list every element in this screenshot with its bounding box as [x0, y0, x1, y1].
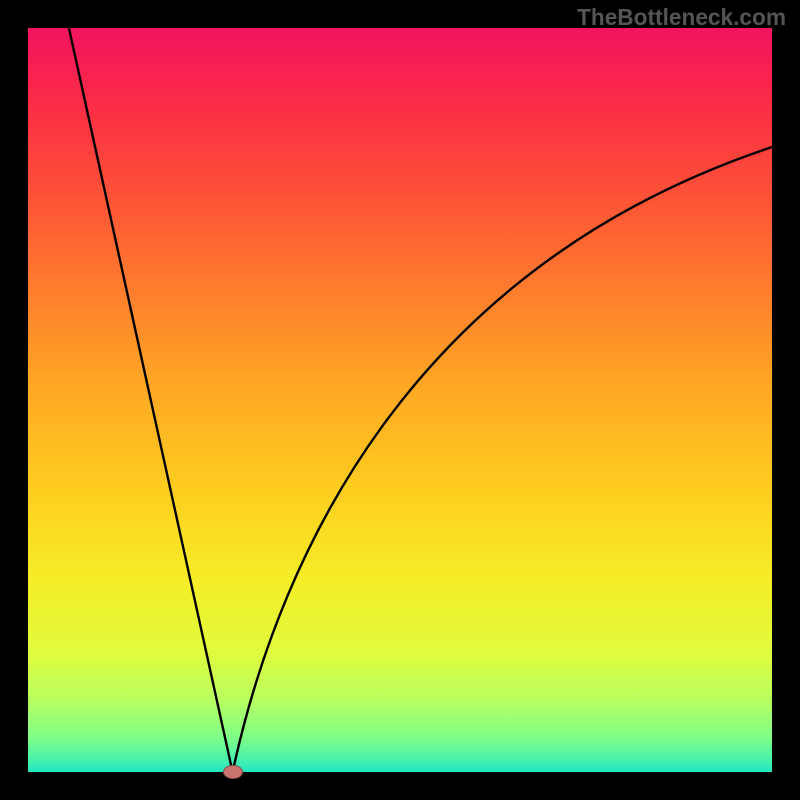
bottleneck-curve: [28, 28, 772, 772]
min-point-marker: [223, 765, 243, 779]
plot-area: [28, 28, 772, 772]
curve-path: [69, 28, 772, 772]
watermark-text: TheBottleneck.com: [577, 4, 786, 31]
chart-frame: [0, 0, 800, 800]
